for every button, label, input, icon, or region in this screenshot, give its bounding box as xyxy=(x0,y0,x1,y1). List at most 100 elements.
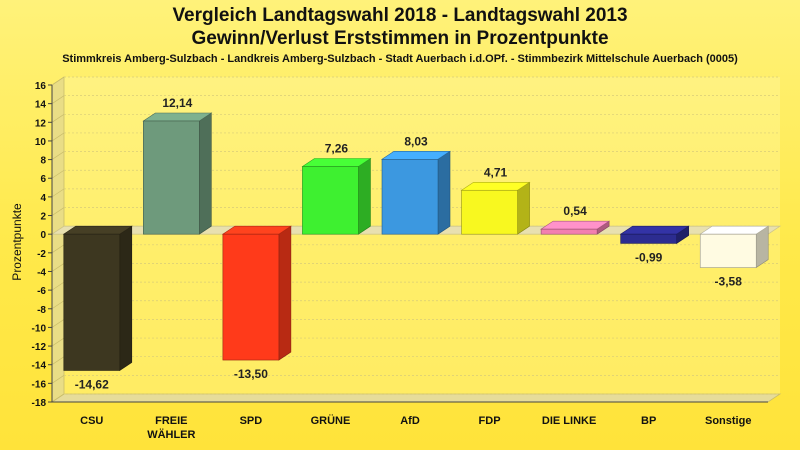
bar-side xyxy=(119,225,133,372)
y-tick-label: -18 xyxy=(32,398,47,409)
y-tick-label: 12 xyxy=(35,118,47,129)
bar-top xyxy=(699,225,770,235)
bar-side xyxy=(437,150,451,235)
grid-line-depth xyxy=(51,188,65,198)
bar-front xyxy=(143,120,200,235)
bar-top xyxy=(381,151,451,160)
x-tick-label: FDP xyxy=(479,415,501,427)
value-label: 12,14 xyxy=(162,96,192,110)
bar-front xyxy=(302,166,359,235)
bar-top xyxy=(142,112,213,122)
x-tick-label: CSU xyxy=(80,415,103,427)
bar xyxy=(62,225,133,372)
y-tick-label: -6 xyxy=(37,286,46,297)
bar xyxy=(301,157,372,235)
grid-line-depth xyxy=(51,281,65,291)
value-label: 7,26 xyxy=(325,141,349,155)
y-tick-label: 10 xyxy=(35,137,47,148)
bar-top xyxy=(619,225,690,235)
x-tick-label: Sonstige xyxy=(705,415,751,427)
x-tick-label: SPD xyxy=(240,415,263,427)
bar-top xyxy=(301,158,372,167)
chart-subtitle: Gewinn/Verlust Erststimmen in Prozentpun… xyxy=(191,28,609,49)
x-tick-label: AfD xyxy=(400,415,420,427)
y-tick-labels-group: 16 14 12 10 8 6 4 2 0 -2 -4 -6 -8 -10 -12 -14 -16 -18 xyxy=(32,81,52,409)
bar-front xyxy=(381,159,439,235)
value-label: 0,54 xyxy=(563,204,587,218)
y-tick-label: 4 xyxy=(40,193,46,204)
bar-front xyxy=(540,228,598,235)
grid-line-depth xyxy=(51,151,65,160)
bars-group xyxy=(62,112,770,372)
left-wall xyxy=(51,76,65,403)
grid-line-depth xyxy=(51,337,65,347)
y-tick-label: 14 xyxy=(35,100,47,111)
bar-top xyxy=(62,225,133,235)
chart-title-block: Vergleich Landtagswahl 2018 - Landtagswa… xyxy=(0,4,800,67)
chart-title: Vergleich Landtagswahl 2018 - Landtagswa… xyxy=(172,5,628,26)
chart-caption: Stimmkreis Amberg-Sulzbach - Landkreis A… xyxy=(62,53,738,65)
y-tick-label: -16 xyxy=(32,379,47,390)
grid-line-depth xyxy=(51,207,65,216)
value-label: 8,03 xyxy=(404,134,428,148)
grid-line-depth xyxy=(51,356,65,365)
bar xyxy=(619,225,690,244)
axes-group xyxy=(51,85,768,403)
bar xyxy=(699,225,770,269)
bar xyxy=(381,150,451,235)
y-tick-label: 2 xyxy=(40,212,46,223)
value-label: -0,99 xyxy=(635,250,663,264)
grid-line-depth xyxy=(51,263,65,272)
y-tick-label: 16 xyxy=(35,81,47,92)
y-tick-label: -12 xyxy=(32,342,47,353)
bar-front xyxy=(63,233,121,371)
grid-line-depth xyxy=(51,114,65,123)
grid-line-depth xyxy=(51,244,65,254)
bar-top xyxy=(460,181,531,191)
y-tick-label: -4 xyxy=(37,267,46,278)
x-tick-label: DIE LINKE xyxy=(542,415,596,427)
value-label: -14,62 xyxy=(75,377,109,391)
value-label: 4,71 xyxy=(484,165,508,179)
bar xyxy=(221,225,292,361)
bar xyxy=(142,112,213,235)
y-tick-label: 6 xyxy=(40,174,46,185)
floor xyxy=(50,393,782,403)
grid-line-depth xyxy=(51,393,65,403)
bar-front xyxy=(620,233,677,244)
bar xyxy=(540,220,611,235)
y-tick-label: -10 xyxy=(32,323,47,334)
bar xyxy=(460,181,531,235)
grid-line-depth xyxy=(51,76,65,86)
x-tick-label: FREIE xyxy=(155,415,187,427)
grid-line-depth xyxy=(51,319,65,328)
x-tick-label: BP xyxy=(641,415,656,427)
value-label: -13,50 xyxy=(234,367,268,381)
grid-line-depth xyxy=(51,132,65,142)
bar-front xyxy=(461,189,518,235)
y-tick-label: 8 xyxy=(40,156,46,167)
bar-top xyxy=(540,220,611,230)
value-label: -3,58 xyxy=(715,275,743,289)
grid-line-depth xyxy=(51,169,65,179)
bar-side xyxy=(358,157,371,235)
x-tick-label-line2: WÄHLER xyxy=(147,428,195,441)
y-tick-label: -2 xyxy=(37,249,46,260)
y-axis-label: Prozentpunkte xyxy=(10,203,24,281)
x-tick-label: GRÜNE xyxy=(311,414,351,427)
y-tick-label: 0 xyxy=(40,230,46,241)
value-labels-group: -14,62 12,14 -13,50 7,26 8,03 4,71 0,54 -0,99 -3… xyxy=(75,96,742,391)
grid-line-depth xyxy=(51,300,65,310)
y-tick-label: -14 xyxy=(32,361,47,372)
bar-front xyxy=(222,233,280,361)
bar-front xyxy=(699,233,757,268)
y-tick-label: -8 xyxy=(37,305,46,316)
grid-line-depth xyxy=(51,375,65,384)
grid-line-depth xyxy=(51,95,65,104)
bar-side xyxy=(517,181,530,235)
bar-side xyxy=(278,225,292,361)
bar-side xyxy=(199,112,212,235)
bar-top xyxy=(221,225,292,235)
